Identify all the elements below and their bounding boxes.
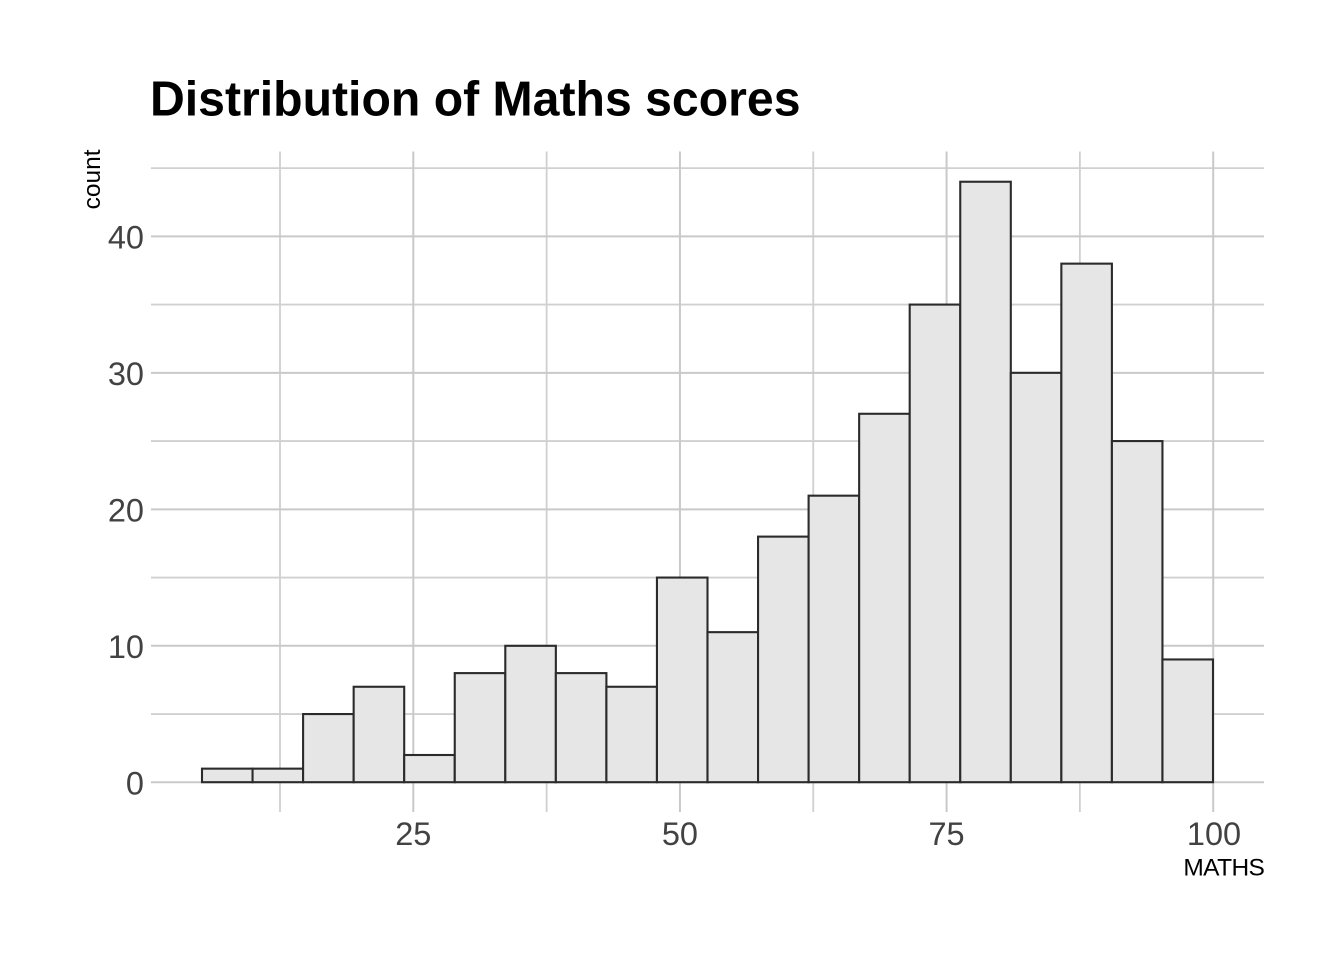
svg-text:count: count [79, 149, 106, 209]
svg-text:MATHS: MATHS [1183, 854, 1264, 881]
svg-text:0: 0 [126, 766, 144, 802]
svg-text:Distribution of Maths scores: Distribution of Maths scores [150, 72, 801, 127]
svg-text:100: 100 [1187, 816, 1241, 852]
svg-text:75: 75 [928, 816, 964, 852]
svg-text:30: 30 [108, 356, 144, 392]
svg-text:50: 50 [662, 816, 698, 852]
svg-text:40: 40 [108, 220, 144, 256]
svg-text:25: 25 [395, 816, 431, 852]
svg-text:10: 10 [108, 629, 144, 665]
svg-text:20: 20 [108, 493, 144, 529]
